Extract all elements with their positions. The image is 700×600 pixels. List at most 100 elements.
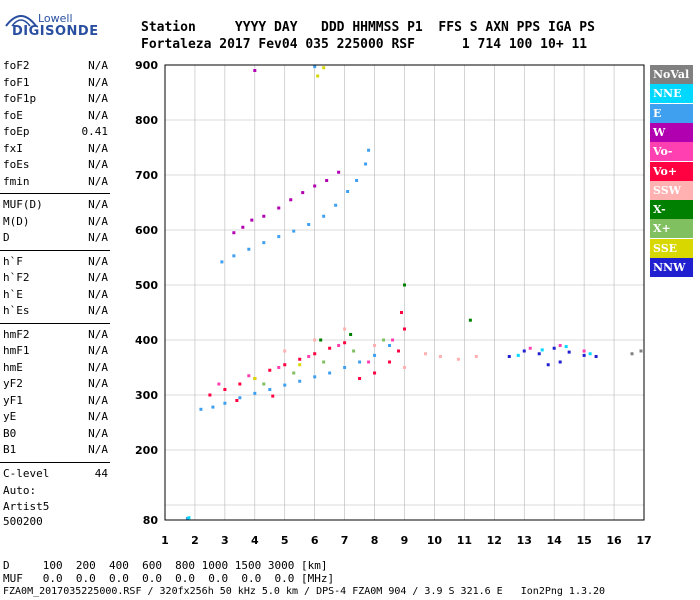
x-tick-label: 9 — [401, 534, 409, 547]
x-tick-label: 11 — [457, 534, 472, 547]
x-tick-label: 10 — [427, 534, 443, 547]
param-value: N/A — [88, 254, 108, 268]
x-tick-label: 3 — [221, 534, 229, 547]
y-tick-label: 500 — [135, 279, 158, 292]
param-name: fxI — [3, 141, 23, 155]
param-value: 44 — [94, 466, 108, 480]
data-point — [567, 350, 571, 354]
data-point — [238, 396, 242, 400]
data-point — [313, 338, 317, 342]
data-point — [211, 405, 215, 409]
x-tick-label: 4 — [251, 534, 259, 547]
legend-item: X+ — [650, 219, 693, 239]
param-row: C-level 44 — [3, 467, 108, 482]
param-value: N/A — [88, 393, 108, 407]
y-tick-label: 600 — [135, 224, 158, 237]
data-point — [528, 346, 532, 350]
data-point — [220, 260, 224, 264]
data-point — [283, 349, 287, 353]
data-point — [391, 338, 395, 342]
data-point — [588, 352, 592, 356]
series-noval — [630, 349, 643, 356]
param-separator — [0, 249, 110, 251]
param-name: foF1p — [3, 92, 37, 105]
param-name: h`E — [3, 287, 23, 301]
param-name: M(D) — [3, 214, 30, 228]
data-point — [313, 375, 317, 379]
x-tick-label: 6 — [311, 534, 319, 547]
data-point — [271, 394, 275, 398]
series-x- — [262, 338, 386, 386]
param-name: hmF1 — [3, 344, 30, 357]
data-point — [235, 399, 239, 402]
legend-item: NNW — [650, 258, 693, 277]
data-point — [241, 225, 245, 229]
data-point — [298, 363, 302, 367]
param-row: hmF2 N/A — [3, 328, 108, 343]
param-value: N/A — [88, 410, 108, 423]
data-point — [558, 360, 562, 364]
data-point — [400, 311, 404, 314]
data-point — [343, 366, 347, 369]
logo-digisonde: DIGISONDE — [12, 24, 99, 39]
data-point — [639, 349, 643, 353]
x-tick-label: 2 — [191, 534, 199, 547]
data-point — [456, 357, 460, 361]
data-point — [382, 338, 386, 342]
data-point — [337, 170, 341, 174]
data-point — [403, 366, 406, 369]
param-row: foF1 N/A — [3, 76, 108, 91]
data-point — [322, 360, 326, 364]
param-separator — [0, 461, 110, 463]
param-name: foF2 — [3, 59, 30, 72]
data-point — [283, 363, 287, 367]
data-point — [367, 360, 371, 364]
y-tick-label: 900 — [135, 59, 158, 72]
data-point — [630, 352, 634, 356]
param-value: N/A — [88, 377, 108, 390]
param-row: foE N/A — [3, 109, 108, 124]
param-row: yF1 N/A — [3, 394, 108, 409]
data-point — [388, 344, 392, 347]
param-row: foF1p N/A — [3, 92, 108, 107]
data-point — [367, 148, 371, 152]
logo-lowell: Lowell — [38, 12, 73, 25]
footer-distance-line: D 100 200 400 600 800 1000 1500 3000 [km… — [3, 559, 328, 572]
series-sse — [253, 66, 326, 380]
y-tick-label: 300 — [135, 389, 158, 402]
param-row: foF2 N/A — [3, 59, 108, 74]
data-point — [564, 345, 568, 349]
series-nne — [187, 345, 592, 520]
chart-points — [185, 65, 643, 520]
param-value: N/A — [88, 271, 108, 284]
data-point — [268, 388, 272, 391]
plot-frame — [164, 64, 645, 521]
series-vo- — [217, 338, 586, 386]
param-row: hmE N/A — [3, 361, 108, 376]
param-value: N/A — [88, 174, 108, 188]
series-x- — [319, 283, 472, 342]
series-e — [185, 65, 406, 520]
param-name: hmF2 — [3, 327, 30, 341]
data-point — [537, 352, 541, 356]
x-tick-label: 16 — [606, 534, 622, 547]
data-point — [522, 349, 526, 353]
param-name: yF1 — [3, 393, 23, 407]
series-nnw — [507, 346, 598, 367]
param-name: h`F2 — [3, 271, 30, 284]
data-point — [313, 65, 317, 69]
y-tick-label: 200 — [135, 444, 158, 457]
data-point — [358, 377, 362, 380]
data-point — [334, 203, 338, 207]
legend: NoVal NNE E W Vo- Vo+ SSW X- X+ SSE NNW — [650, 65, 695, 277]
chart-grid — [165, 65, 644, 520]
data-point — [277, 206, 281, 210]
data-point — [253, 377, 257, 380]
param-row: yE N/A — [3, 410, 108, 425]
data-point — [187, 516, 191, 520]
data-point — [558, 344, 562, 347]
param-value: N/A — [88, 287, 108, 301]
data-point — [277, 235, 281, 239]
param-value: N/A — [88, 158, 108, 171]
param-row: h`F2 N/A — [3, 271, 108, 286]
